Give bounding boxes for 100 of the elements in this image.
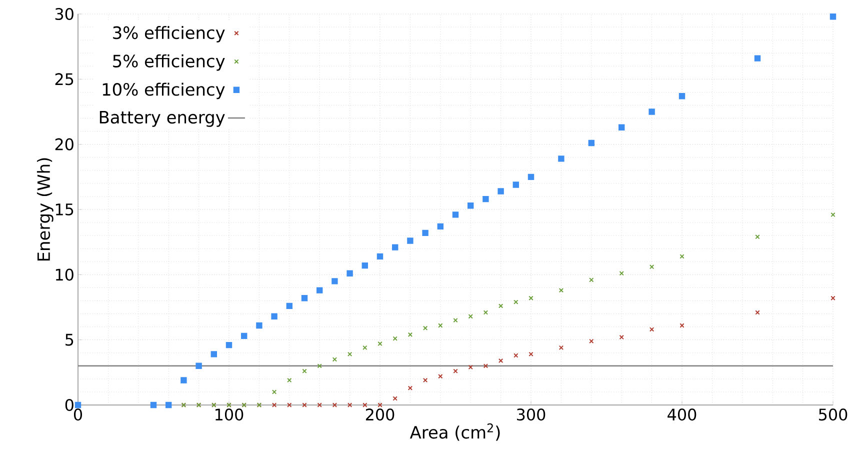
point — [332, 402, 338, 408]
y-tick-label: 10 — [56, 268, 74, 281]
point — [408, 332, 413, 337]
point — [528, 174, 534, 180]
point — [482, 196, 489, 202]
point — [437, 223, 444, 230]
point — [376, 253, 384, 260]
x-tick-label: 300 — [517, 408, 546, 421]
point — [347, 402, 352, 408]
x-tick-label: 500 — [819, 408, 848, 421]
point — [317, 364, 322, 368]
point — [648, 108, 655, 115]
point — [362, 262, 368, 269]
point — [649, 264, 654, 270]
point — [272, 390, 277, 394]
legend-label: 5% efficiency — [113, 54, 225, 71]
point — [498, 358, 504, 364]
point — [332, 357, 338, 362]
point — [407, 238, 414, 244]
point — [755, 310, 760, 315]
point — [302, 368, 307, 374]
point — [422, 378, 428, 383]
point — [438, 374, 443, 379]
point — [272, 402, 277, 408]
point — [514, 353, 518, 358]
point — [392, 336, 398, 341]
point — [468, 202, 474, 209]
point — [362, 402, 368, 408]
point — [483, 310, 488, 315]
point — [241, 332, 248, 340]
point — [422, 230, 428, 236]
point — [528, 352, 534, 357]
point — [589, 278, 594, 282]
point — [558, 156, 564, 162]
point — [74, 402, 82, 408]
point — [287, 402, 292, 408]
point — [498, 304, 504, 308]
point — [755, 234, 760, 240]
point — [514, 300, 518, 304]
legend-label: Battery energy — [100, 111, 225, 127]
point — [408, 386, 413, 390]
point — [619, 271, 624, 276]
point — [453, 318, 458, 323]
point — [619, 334, 624, 340]
point — [271, 313, 278, 320]
point — [196, 362, 202, 369]
point — [316, 287, 323, 294]
point — [210, 351, 217, 358]
x-tick-label: 0 — [74, 408, 82, 421]
point — [346, 270, 353, 276]
point — [392, 396, 398, 401]
point — [618, 124, 625, 130]
point — [680, 254, 684, 259]
y-tick-label: 30 — [55, 8, 74, 20]
point — [332, 278, 338, 284]
point — [378, 402, 382, 408]
y-tick-label: 20 — [55, 138, 74, 150]
point — [392, 244, 398, 250]
point — [347, 352, 352, 357]
point — [468, 314, 473, 319]
legend-label: 10% efficiency — [102, 82, 225, 100]
x-tick-label: 100 — [216, 408, 244, 421]
point — [438, 323, 443, 328]
point — [528, 296, 534, 300]
x-axis-title: Area (cm$^{2}$) — [410, 423, 500, 441]
point — [256, 322, 262, 329]
y-tick-label: 5 — [66, 334, 74, 346]
point — [830, 14, 836, 20]
y-axis-title: Energy (Wh) — [36, 158, 54, 261]
point — [286, 302, 292, 310]
point — [512, 182, 520, 188]
point — [180, 377, 187, 384]
point — [830, 296, 836, 300]
point — [150, 402, 157, 408]
point — [589, 338, 594, 344]
point — [453, 368, 458, 374]
point — [498, 188, 504, 194]
point — [302, 402, 307, 408]
point — [483, 364, 488, 368]
point — [226, 342, 232, 348]
point — [588, 140, 595, 146]
point — [378, 341, 382, 346]
point — [422, 326, 428, 330]
x-tick-label: 400 — [668, 408, 696, 421]
y-tick-label: 15 — [56, 204, 74, 216]
point — [680, 323, 684, 328]
point — [301, 295, 308, 302]
y-tick-label: 25 — [55, 73, 74, 86]
point — [468, 364, 473, 370]
point — [362, 345, 368, 350]
point — [649, 327, 654, 332]
point — [678, 93, 686, 100]
point — [317, 402, 322, 408]
y-tick-label: 0 — [65, 398, 74, 412]
legend-label: 3% efficiency — [113, 26, 225, 42]
point — [558, 345, 564, 350]
point — [558, 288, 564, 293]
point — [287, 378, 292, 383]
point — [830, 212, 836, 218]
point — [452, 212, 459, 218]
